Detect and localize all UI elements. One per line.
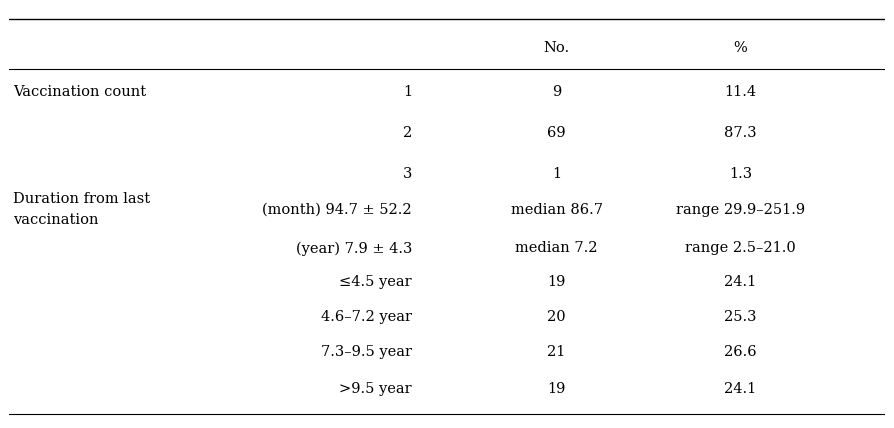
- Text: >9.5 year: >9.5 year: [340, 382, 412, 396]
- Text: 4.6–7.2 year: 4.6–7.2 year: [321, 310, 412, 324]
- Text: 2: 2: [402, 126, 412, 140]
- Text: 24.1: 24.1: [724, 382, 756, 396]
- Text: 1.3: 1.3: [729, 167, 752, 181]
- Text: range 29.9–251.9: range 29.9–251.9: [676, 203, 805, 217]
- Text: (year) 7.9 ± 4.3: (year) 7.9 ± 4.3: [296, 241, 412, 256]
- Text: range 2.5–21.0: range 2.5–21.0: [685, 241, 796, 256]
- Text: 9: 9: [552, 85, 561, 99]
- Text: 7.3–9.5 year: 7.3–9.5 year: [321, 345, 412, 360]
- Text: (month) 94.7 ± 52.2: (month) 94.7 ± 52.2: [262, 203, 412, 217]
- Text: ≤4.5 year: ≤4.5 year: [340, 275, 412, 289]
- Text: 26.6: 26.6: [724, 345, 757, 360]
- Text: 19: 19: [547, 275, 566, 289]
- Text: 1: 1: [403, 85, 412, 99]
- Text: median 7.2: median 7.2: [515, 241, 598, 256]
- Text: median 86.7: median 86.7: [510, 203, 603, 217]
- Text: 21: 21: [547, 345, 566, 360]
- Text: 87.3: 87.3: [724, 126, 757, 140]
- Text: 24.1: 24.1: [724, 275, 756, 289]
- Text: 25.3: 25.3: [724, 310, 756, 324]
- Text: 3: 3: [402, 167, 412, 181]
- Text: No.: No.: [544, 42, 569, 55]
- Text: 11.4: 11.4: [724, 85, 756, 99]
- Text: 69: 69: [547, 126, 566, 140]
- Text: 1: 1: [552, 167, 561, 181]
- Text: 19: 19: [547, 382, 566, 396]
- Text: Vaccination count: Vaccination count: [13, 85, 147, 99]
- Text: Duration from last: Duration from last: [13, 192, 150, 206]
- Text: 20: 20: [547, 310, 566, 324]
- Text: vaccination: vaccination: [13, 213, 99, 227]
- Text: %: %: [734, 42, 747, 55]
